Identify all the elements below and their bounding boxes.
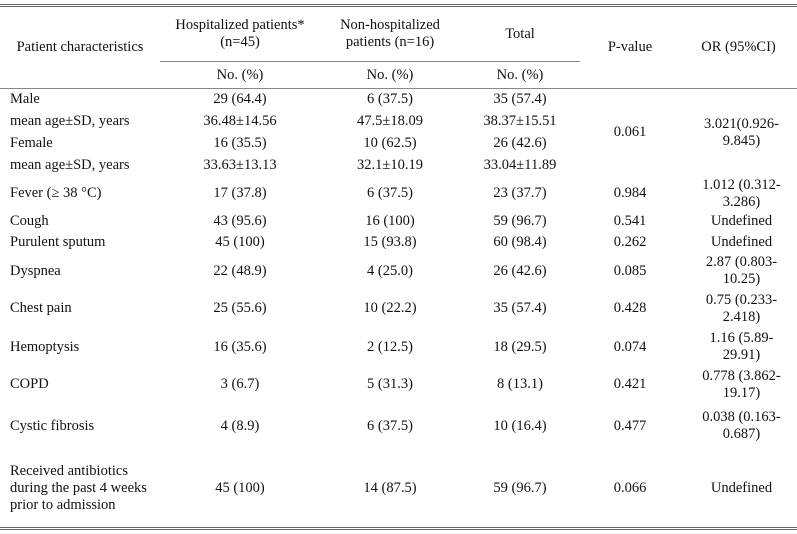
- column-header: Hospitalized patients* (n=45): [160, 5, 320, 62]
- row-label: Dyspnea: [10, 262, 61, 279]
- column-header: Non-hospitalized patients (n=16): [320, 5, 460, 62]
- cell: 10 (16.4): [493, 417, 547, 434]
- cell: 0.085: [613, 262, 647, 279]
- row-label: mean age±SD, years: [10, 157, 130, 173]
- cell: 45 (100): [215, 479, 265, 496]
- cell: 3.021(0.926-9.845): [704, 115, 779, 149]
- cell: 14 (87.5): [363, 479, 417, 496]
- cell: 3 (6.7): [220, 376, 260, 392]
- cell: 26 (42.6): [493, 135, 547, 151]
- row-label: Fever (≥ 38 °C): [10, 185, 102, 201]
- cell: 16 (100): [365, 213, 415, 229]
- table-row: Received antibiotics during the past 4 w…: [0, 450, 797, 529]
- column-header: Patient characteristics: [0, 5, 160, 89]
- table-row: Male 29 (64.4) 6 (37.5) 35 (57.4) 0.061 3.021…: [0, 89, 797, 149]
- table-row: Hemoptysis 16 (35.6) 2 (12.5) 18 (29.5) 0.07…: [0, 328, 797, 367]
- cell: 1.16 (5.89-29.91): [709, 330, 774, 363]
- cell: 0.984: [613, 185, 647, 201]
- table-row: Purulent sputum 45 (100) 15 (93.8) 60 (98.4…: [0, 233, 797, 253]
- cell: 2.87 (0.803-10.25): [705, 254, 778, 287]
- cell: Undefined: [710, 213, 773, 229]
- table-row: Fever (≥ 38 °C) 17 (37.8) 6 (37.5) 23 (37.7…: [0, 177, 797, 211]
- cell: 17 (37.8): [213, 185, 267, 201]
- cell: 16 (35.6): [213, 338, 267, 355]
- cell: 0.421: [613, 376, 647, 392]
- cell: 0.038 (0.163-0.687): [702, 409, 781, 442]
- row-label: Cystic fibrosis: [10, 417, 95, 434]
- cell: 6 (37.5): [367, 91, 413, 108]
- cell: 5 (31.3): [367, 376, 413, 392]
- cell: 43 (95.6): [213, 213, 267, 229]
- cell: 29 (64.4): [213, 91, 267, 108]
- row-label: COPD: [10, 376, 49, 392]
- column-header: OR (95%CI): [680, 5, 797, 89]
- cell: 35 (57.4): [493, 91, 547, 108]
- subheader: No. (%): [460, 61, 580, 89]
- cell: 33.63±13.13: [203, 157, 277, 173]
- table-row: Cough 43 (95.6) 16 (100) 59 (96.7) 0.541 Unde…: [0, 211, 797, 233]
- row-label: Purulent sputum: [10, 234, 106, 250]
- table-row: COPD 3 (6.7) 5 (31.3) 8 (13.1) 0.421 0.778 (3…: [0, 367, 797, 403]
- cell: 33.04±11.89: [483, 157, 557, 173]
- subheader: No. (%): [320, 61, 460, 89]
- cell: 18 (29.5): [493, 338, 547, 355]
- subheader: No. (%): [160, 61, 320, 89]
- cell: 4 (8.9): [220, 417, 260, 434]
- cell: 26 (42.6): [493, 262, 547, 279]
- cell: Undefined: [710, 234, 773, 250]
- cell: 10 (22.2): [363, 300, 417, 316]
- row-label: Hemoptysis: [10, 338, 80, 355]
- cell: 0.541: [613, 213, 647, 229]
- table-row: Dyspnea 22 (48.9) 4 (25.0) 26 (42.6) 0.085 2.…: [0, 253, 797, 290]
- cell: 59 (96.7): [493, 213, 547, 229]
- cell: 10 (62.5): [363, 135, 417, 151]
- cell: 1.012 (0.312-3.286): [702, 176, 781, 210]
- cell: 15 (93.8): [363, 234, 417, 250]
- row-label: Male: [10, 91, 40, 108]
- cell: 4 (25.0): [367, 262, 413, 279]
- cell: 6 (37.5): [367, 185, 413, 201]
- cell: 0.066: [613, 479, 647, 496]
- cell: 35 (57.4): [493, 300, 547, 316]
- cell: Undefined: [710, 479, 773, 496]
- table-row: Chest pain 25 (55.6) 10 (22.2) 35 (57.4) 0.4…: [0, 290, 797, 328]
- table-body: Male 29 (64.4) 6 (37.5) 35 (57.4) 0.061 3.021…: [0, 89, 797, 529]
- cell: 45 (100): [215, 234, 265, 250]
- cell: 8 (13.1): [497, 376, 543, 392]
- table-row: mean age±SD, years 36.48±14.56 47.5±18.09 3…: [0, 111, 797, 133]
- column-header: P-value: [580, 5, 680, 89]
- column-header: Total: [460, 5, 580, 62]
- cell: 0.074: [613, 338, 647, 355]
- cell: 25 (55.6): [213, 300, 267, 316]
- data-table: Patient characteristics Hospitalized pat…: [0, 4, 797, 530]
- row-label: Received antibiotics during the past 4 w…: [10, 462, 147, 513]
- cell: 47.5±18.09: [357, 113, 423, 129]
- cell: 0.778 (3.862-19.17): [702, 367, 781, 401]
- cell: 32.1±10.19: [357, 157, 423, 173]
- row-label: Chest pain: [10, 300, 72, 316]
- row-label: Female: [10, 135, 53, 151]
- cell: 59 (96.7): [493, 479, 547, 496]
- cell: 60 (98.4): [493, 234, 547, 250]
- table-row: Female 16 (35.5) 10 (62.5) 26 (42.6): [0, 133, 797, 155]
- cell: 0.428: [613, 300, 647, 316]
- cell: 36.48±14.56: [203, 113, 277, 129]
- row-label: mean age±SD, years: [10, 113, 130, 129]
- cell: 23 (37.7): [493, 185, 547, 201]
- cell: 0.061: [613, 124, 647, 141]
- row-label: Cough: [10, 213, 49, 229]
- cell: 6 (37.5): [367, 417, 413, 434]
- cell: 2 (12.5): [367, 338, 413, 355]
- cell: 38.37±15.51: [483, 113, 557, 129]
- table-row: Cystic fibrosis 4 (8.9) 6 (37.5) 10 (16.4) 0…: [0, 403, 797, 450]
- cell: 0.75 (0.233-2.418): [705, 291, 778, 325]
- cell: 22 (48.9): [213, 262, 267, 279]
- cell: 0.262: [613, 234, 647, 250]
- cell: 0.477: [613, 417, 647, 434]
- table-row: mean age±SD, years 33.63±13.13 32.1±10.19 3…: [0, 155, 797, 177]
- cell: 16 (35.5): [213, 135, 267, 151]
